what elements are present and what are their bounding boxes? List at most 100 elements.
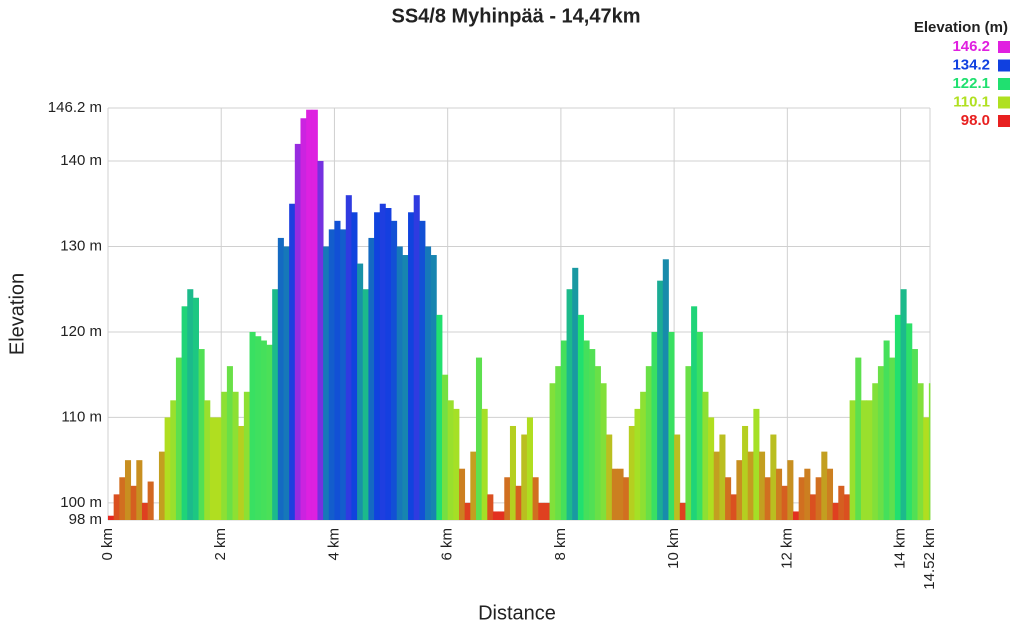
elevation-bar <box>221 391 228 520</box>
elevation-bar <box>560 340 567 520</box>
elevation-bar <box>911 349 918 520</box>
elevation-bar <box>470 451 477 520</box>
elevation-bar <box>362 289 369 520</box>
elevation-bar <box>492 511 500 520</box>
elevation-bar <box>277 237 284 521</box>
x-tick-label: 2 km <box>212 528 229 561</box>
elevation-bar <box>577 314 584 520</box>
elevation-bar <box>826 468 834 520</box>
elevation-bar <box>289 203 296 520</box>
elevation-bar <box>623 477 630 520</box>
y-tick-label: 110 m <box>61 408 102 425</box>
elevation-bar <box>408 212 415 520</box>
elevation-bar <box>838 485 845 520</box>
elevation-bar <box>894 314 901 520</box>
elevation-bar <box>413 195 420 521</box>
elevation-bar <box>147 481 154 520</box>
elevation-bar <box>657 280 664 520</box>
elevation-bar <box>475 357 483 520</box>
legend-label: 134.2 <box>952 56 990 73</box>
elevation-bar <box>425 246 432 520</box>
elevation-bar <box>266 344 273 520</box>
elevation-bar <box>526 417 533 520</box>
elevation-bar <box>192 297 199 520</box>
x-axis-label: Distance <box>478 602 556 624</box>
elevation-bar <box>130 485 137 520</box>
legend-label: 122.1 <box>952 75 990 92</box>
elevation-bar <box>713 451 720 520</box>
elevation-bar <box>883 340 890 520</box>
elevation-bar <box>108 515 115 520</box>
elevation-bar <box>645 366 652 520</box>
elevation-bar <box>764 477 771 520</box>
elevation-bar <box>487 494 494 520</box>
elevation-bar <box>323 246 330 520</box>
elevation-bar <box>702 391 709 520</box>
elevation-bar <box>509 425 517 520</box>
elevation-bar <box>396 246 403 520</box>
elevation-bar <box>900 289 907 520</box>
elevation-bar <box>391 220 398 520</box>
elevation-bar <box>809 494 817 520</box>
elevation-bar <box>634 408 641 520</box>
elevation-bar <box>141 502 149 520</box>
elevation-bar <box>317 160 324 520</box>
elevation-bar <box>351 212 358 520</box>
elevation-bar <box>504 477 511 520</box>
legend-swatch <box>998 115 1010 127</box>
elevation-bar <box>685 366 692 520</box>
elevation-bar <box>787 460 794 520</box>
elevation-bar <box>543 502 550 520</box>
elevation-bar <box>226 366 233 520</box>
elevation-bar <box>255 336 262 520</box>
legend-label: 98.0 <box>961 112 990 129</box>
elevation-bar <box>708 417 715 520</box>
elevation-bar <box>747 451 754 520</box>
elevation-bar <box>379 203 386 520</box>
x-tick-label: 14 km <box>892 528 909 569</box>
elevation-bar <box>345 195 352 521</box>
elevation-bar <box>759 451 766 520</box>
x-tick-label: 0 km <box>99 528 116 561</box>
elevation-bar <box>742 425 749 520</box>
elevation-bar <box>498 511 505 520</box>
elevation-bar <box>260 340 267 520</box>
elevation-bar <box>453 408 460 520</box>
elevation-bar <box>436 314 443 520</box>
elevation-bar <box>651 331 658 520</box>
elevation-bar <box>249 331 256 520</box>
y-tick-label: 146.2 m <box>48 99 102 116</box>
elevation-bar <box>458 468 466 520</box>
elevation-bar <box>113 494 120 520</box>
elevation-bar <box>158 451 166 520</box>
elevation-bar <box>606 434 613 520</box>
elevation-bar <box>753 408 760 520</box>
elevation-bar <box>628 425 635 520</box>
elevation-bar <box>798 477 805 520</box>
elevation-bar <box>521 434 528 520</box>
elevation-bar <box>385 208 392 520</box>
y-tick-label: 100 m <box>60 494 102 511</box>
x-tick-label: 12 km <box>778 528 795 569</box>
elevation-bar <box>442 374 449 520</box>
y-tick-label: 130 m <box>60 237 102 254</box>
profile <box>108 109 931 521</box>
elevation-bar <box>843 494 851 520</box>
x-tick-label: 6 km <box>439 528 456 561</box>
elevation-bar <box>855 357 862 520</box>
elevation-bar <box>719 434 726 520</box>
elevation-bar <box>515 485 522 520</box>
elevation-bar <box>136 460 143 520</box>
legend-swatch <box>998 78 1010 90</box>
elevation-bar <box>340 229 347 520</box>
elevation-bar <box>725 477 732 520</box>
x-tick-label: 4 km <box>325 528 342 561</box>
elevation-bar <box>374 212 381 520</box>
elevation-bar <box>419 220 426 520</box>
elevation-bar <box>877 366 884 520</box>
elevation-bar <box>730 494 737 520</box>
elevation-bar <box>866 400 873 520</box>
elevation-bar <box>447 400 454 520</box>
elevation-bar <box>611 468 618 520</box>
legend-swatch <box>998 96 1010 109</box>
